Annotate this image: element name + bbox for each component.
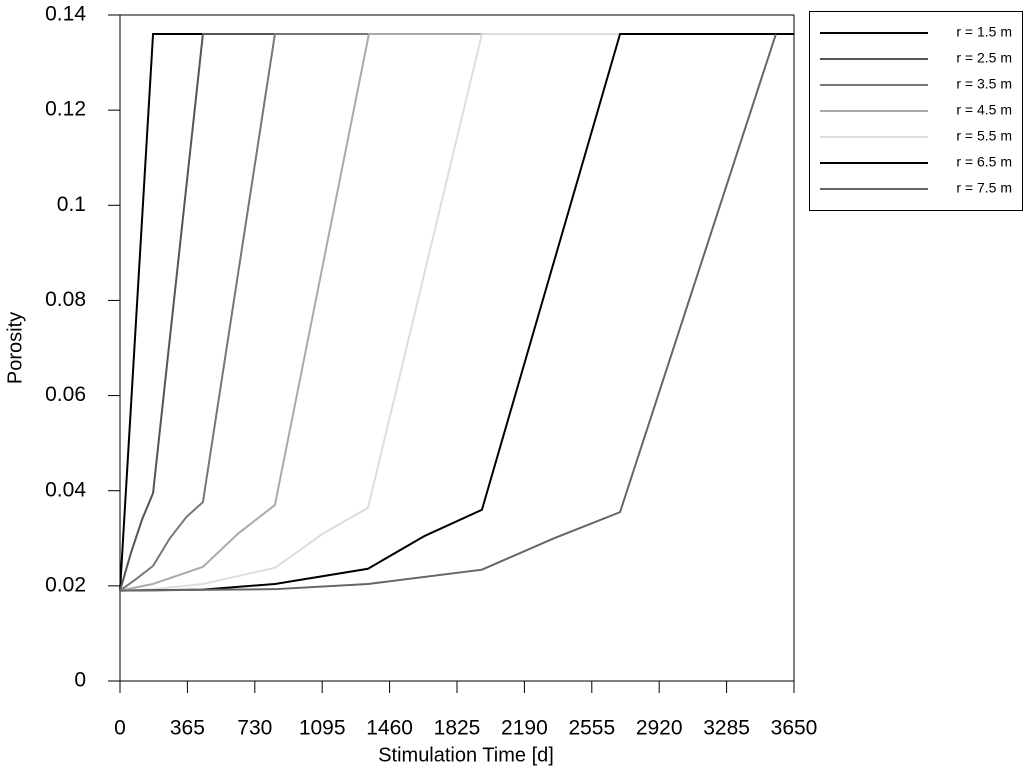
plot-frame — [119, 14, 795, 682]
x-tick-label: 1825 — [434, 717, 481, 740]
legend-label: r = 1.5 m — [956, 24, 1012, 40]
y-tick-label: 0.12 — [45, 98, 86, 121]
legend-label: r = 6.5 m — [956, 154, 1012, 170]
series-line — [119, 33, 794, 592]
series-line — [119, 33, 794, 592]
x-tick-label: 365 — [170, 717, 205, 740]
y-tick-label: 0.02 — [45, 573, 86, 596]
series-line — [119, 33, 794, 592]
x-tick-label: 730 — [237, 717, 272, 740]
y-tick-label: 0.14 — [45, 3, 86, 26]
x-tick-label: 2190 — [501, 717, 548, 740]
y-axis-label: Porosity — [4, 312, 26, 384]
y-tick-label: 0.08 — [45, 288, 86, 311]
y-tick-label: 0.04 — [45, 478, 86, 501]
x-tick-label: 3650 — [771, 717, 818, 740]
x-tick-label: 0 — [114, 717, 126, 740]
legend-label: r = 4.5 m — [956, 102, 1012, 118]
series-line — [119, 33, 794, 591]
series-line — [119, 33, 794, 592]
legend-label: r = 5.5 m — [956, 128, 1012, 144]
x-tick-label: 1460 — [366, 717, 413, 740]
y-tick-label: 0 — [74, 669, 86, 692]
x-tick-label: 2920 — [636, 717, 683, 740]
legend-label: r = 3.5 m — [956, 76, 1012, 92]
x-tick-label: 1095 — [299, 717, 346, 740]
y-tick-label: 0.06 — [45, 383, 86, 406]
x-axis-label: Stimulation Time [d] — [378, 744, 554, 766]
y-tick-label: 0.1 — [57, 193, 86, 216]
x-tick-label: 2555 — [568, 717, 615, 740]
legend-label: r = 7.5 m — [956, 180, 1012, 196]
x-tick-label: 3285 — [703, 717, 750, 740]
series-line — [119, 33, 794, 591]
series-line — [119, 33, 777, 592]
legend-label: r = 2.5 m — [956, 50, 1012, 66]
